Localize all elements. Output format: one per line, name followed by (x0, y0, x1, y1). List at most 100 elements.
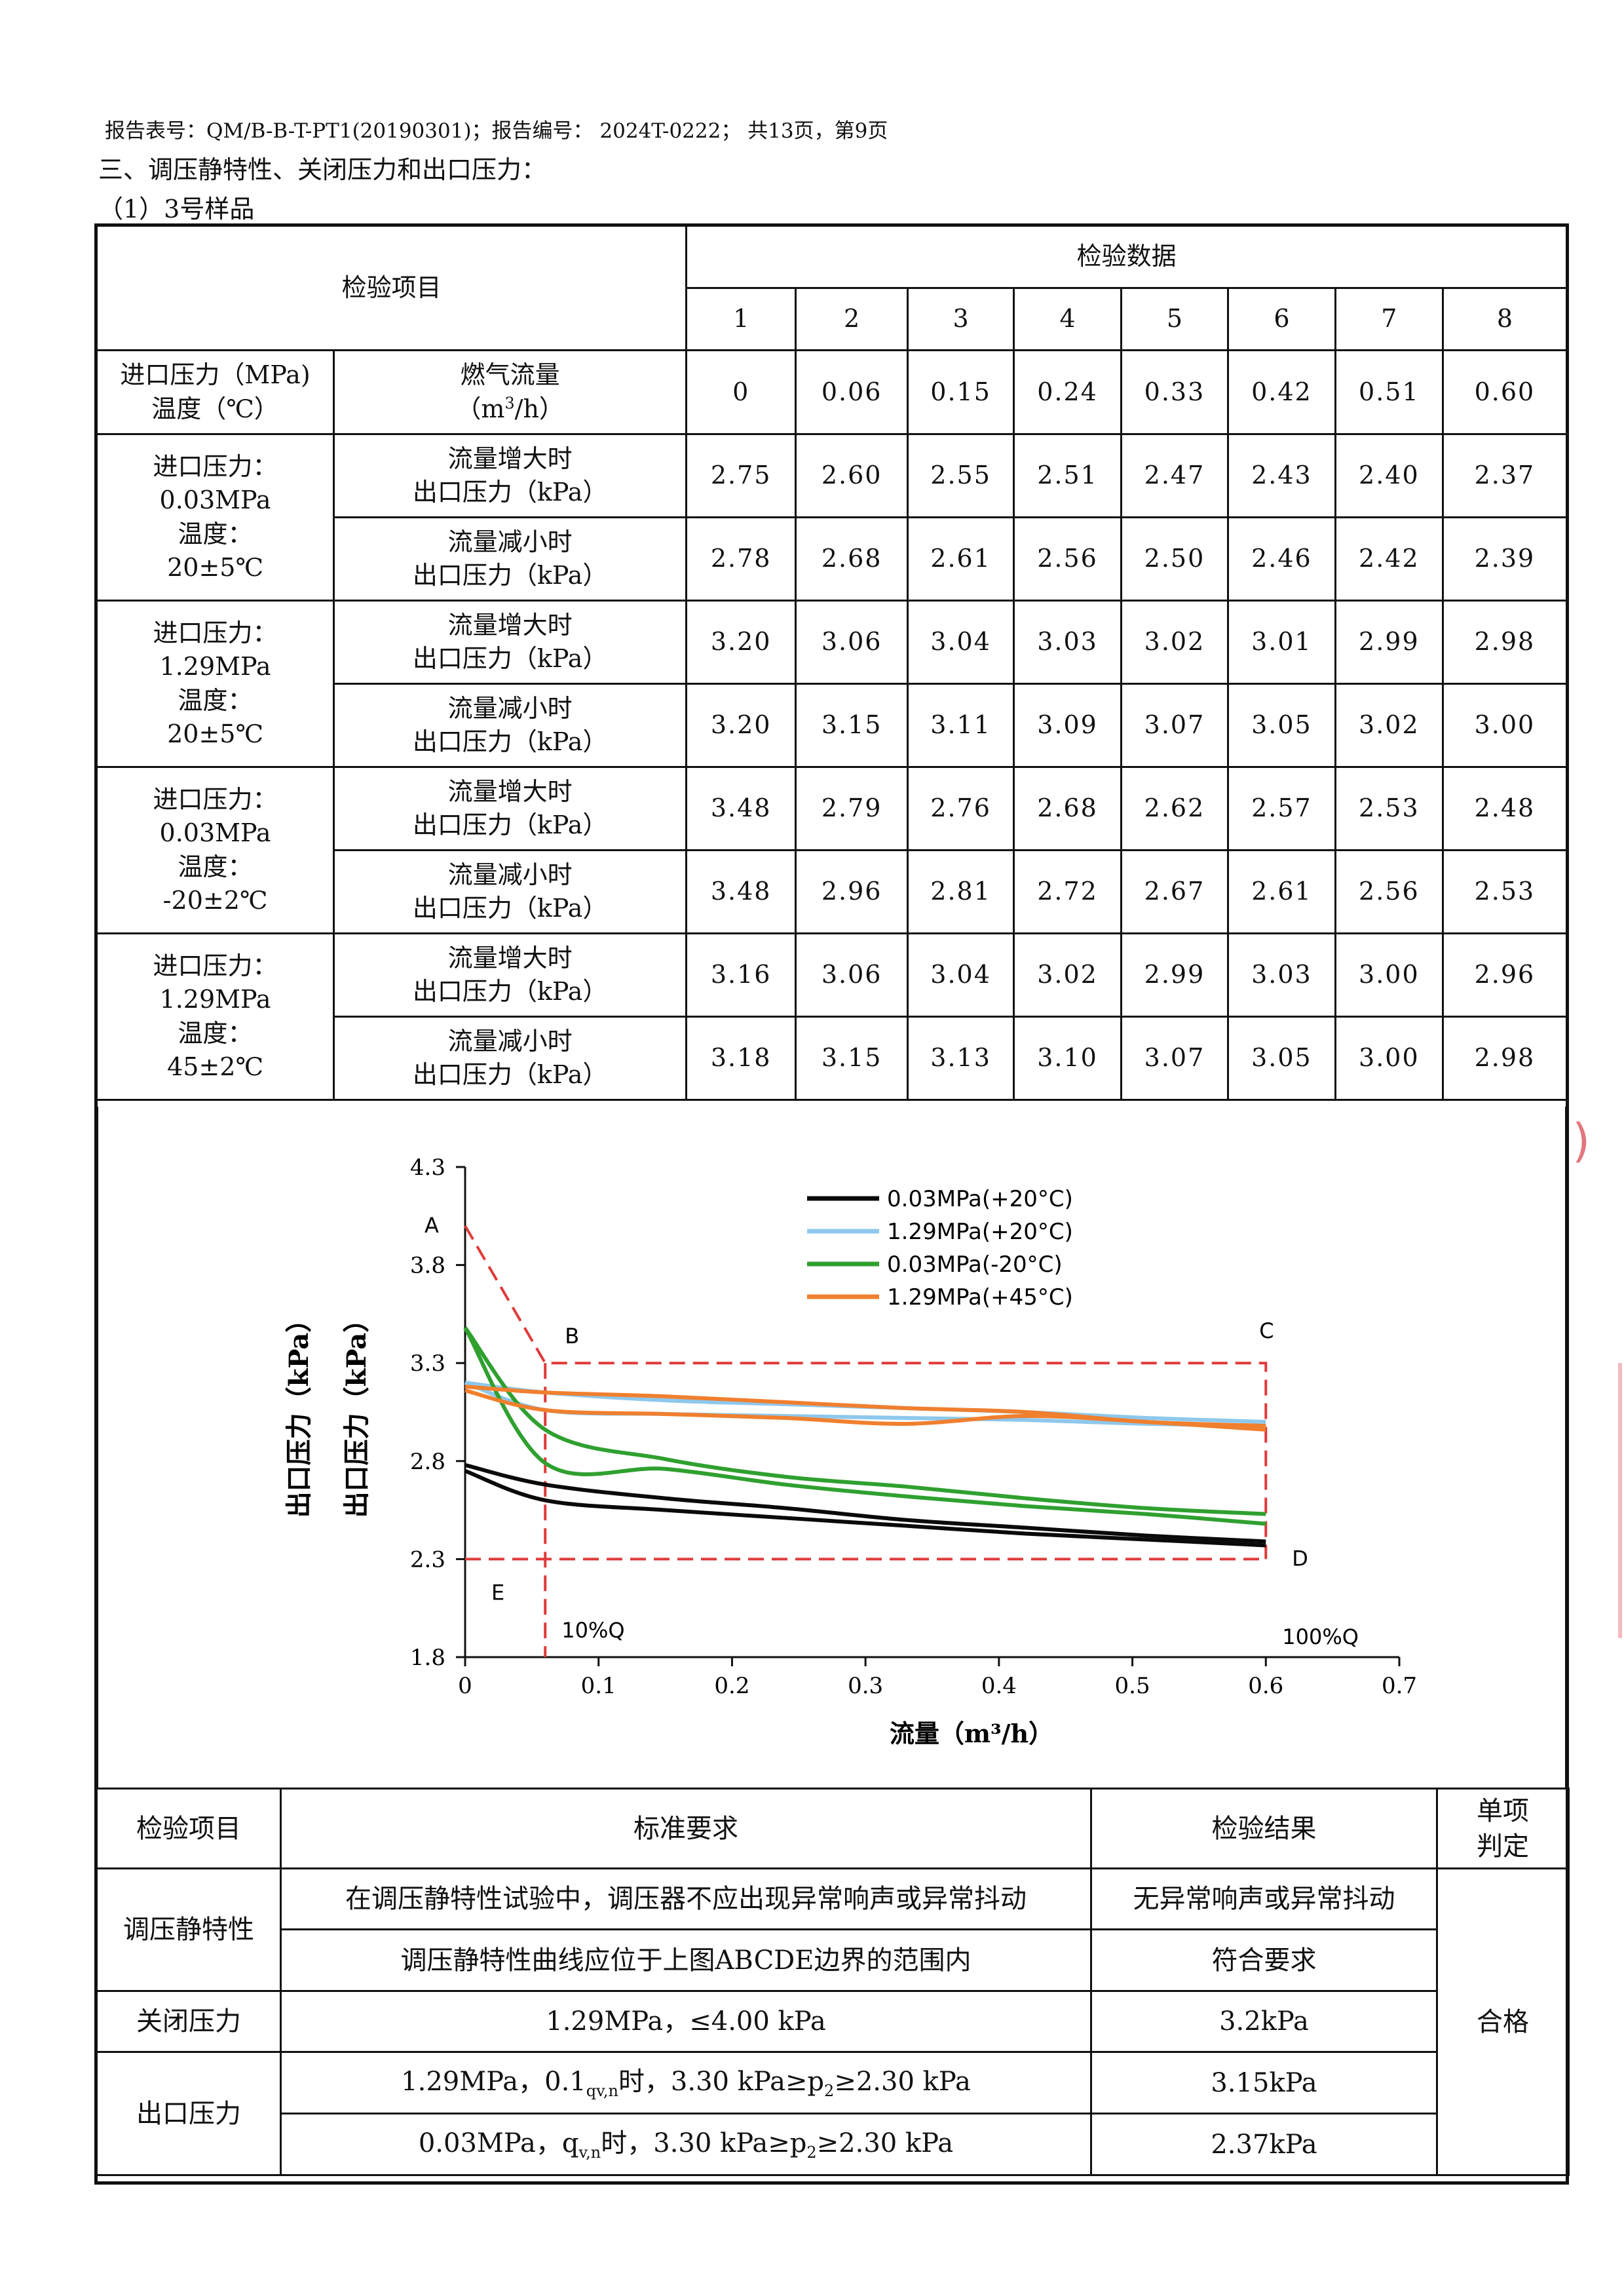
pressure-value: 2.99 (1120, 932, 1229, 1018)
res-result-header: 检验结果 (1090, 1788, 1438, 1869)
seal-mark-top: ) (1572, 1114, 1591, 1168)
req-no-noise: 在调压静特性试验中，调压器不应出现异常响声或异常抖动 (280, 1867, 1092, 1930)
item-lockup-pressure: 关闭压力 (96, 1990, 282, 2053)
series-0-increase-line (464, 1468, 1266, 1548)
boundary-point-C: C (1259, 1318, 1274, 1343)
y-axis-label-overprint: 出口压力（kPa） (341, 1307, 372, 1518)
pressure-value: 2.50 (1120, 516, 1229, 602)
boundary-abcd (464, 1225, 1268, 1559)
static-characteristic-chart: 1.8 2.3 2.8 3.3 3.8 4.3 0 0.1 0.2 0.3 0.4 0.5 0.6 0.7… (96, 1107, 1568, 1788)
data-row-dec: 流量减小时 出口压力（kPa） 3.20 3.15 3.11 3.09 3.07 3.05 3.… (97, 683, 1568, 768)
pressure-value: 2.42 (1334, 516, 1444, 602)
flow-row: 进口压力（MPa) 温度（℃） 燃气流量 （m3/h） 0 0.06 0.15 0.2… (95, 349, 1568, 435)
item-header: 检验项目 (95, 225, 688, 351)
chart-svg: 1.8 2.3 2.8 3.3 3.8 4.3 0 0.1 0.2 0.3 0.4 0.5 0.6 0.7… (284, 1155, 1417, 1748)
legend-label: 1.29MPa(+20°C) (887, 1219, 1073, 1245)
pressure-value: 2.72 (1013, 849, 1122, 934)
judgement-pass: 合格 (1436, 1867, 1570, 2176)
res-outlet-pressure-b: 2.37kPa (1090, 2113, 1438, 2176)
x-tick-label: 0.1 (581, 1673, 616, 1699)
col-number: 4 (1013, 287, 1122, 351)
flow-value: 0.06 (795, 349, 909, 435)
col-number: 3 (907, 287, 1015, 351)
pressure-value: 3.48 (685, 766, 797, 851)
pressure-value: 3.07 (1120, 683, 1229, 768)
condition-label: 进口压力： 1.29MPa 温度： 45±2℃ (95, 932, 335, 1101)
res-item-header: 检验项目 (96, 1788, 282, 1869)
pressure-value: 2.48 (1441, 766, 1568, 851)
data-row-dec: 流量减小时 出口压力（kPa） 3.48 2.96 2.81 2.72 2.67 2.61 2.… (97, 849, 1568, 934)
flow-decrease-label: 流量减小时 出口压力（kPa） (333, 683, 688, 768)
y-tick-label: 3.8 (410, 1253, 445, 1279)
pressure-value: 3.00 (1334, 932, 1444, 1018)
pressure-value: 2.96 (795, 849, 909, 934)
item-outlet-pressure: 出口压力 (96, 2051, 282, 2176)
pressure-value: 2.56 (1013, 516, 1122, 602)
report-number-line: 报告表号：QM/B-B-T-PT1(20190301)；报告编号： 2024T-… (105, 119, 888, 143)
req-outlet-pressure-b: 0.03MPa，qv,n时，3.30 kPa≥p2≥2.30 kPa (280, 2113, 1092, 2176)
pressure-value: 2.53 (1441, 849, 1568, 934)
pressure-value: 2.39 (1441, 516, 1568, 602)
pressure-value: 2.79 (795, 766, 909, 851)
pressure-value: 2.98 (1441, 600, 1568, 685)
y-tick-label: 2.8 (410, 1449, 445, 1475)
data-row-dec: 流量减小时 出口压力（kPa） 3.18 3.15 3.13 3.10 3.07 3.05 3.… (97, 1016, 1568, 1101)
pressure-value: 2.96 (1441, 932, 1568, 1018)
x-tick-label: 0.5 (1115, 1673, 1150, 1699)
y-tick-label: 4.3 (410, 1155, 445, 1181)
pressure-value: 2.67 (1120, 849, 1229, 934)
pressure-value: 2.61 (1226, 849, 1336, 934)
pressure-value: 2.51 (1013, 433, 1122, 518)
pressure-value: 3.13 (907, 1016, 1015, 1101)
condition-label: 进口压力： 0.03MPa 温度： -20±2℃ (95, 766, 335, 934)
pressure-value: 3.20 (685, 600, 797, 685)
pressure-value: 3.00 (1441, 683, 1568, 768)
req-outlet-pressure-a: 1.29MPa，0.1qv,n时，3.30 kPa≥p2≥2.30 kPa (280, 2051, 1092, 2114)
pressure-value: 3.10 (1013, 1016, 1122, 1101)
pressure-value: 2.46 (1226, 516, 1336, 602)
res-abcde-boundary: 符合要求 (1090, 1928, 1438, 1992)
pressure-value: 3.00 (1334, 1016, 1444, 1101)
section-title: 三、调压静特性、关闭压力和出口压力： (98, 155, 547, 184)
condition-label: 进口压力： 1.29MPa 温度： 20±5℃ (95, 600, 335, 768)
pressure-value: 2.37 (1441, 433, 1568, 518)
pressure-value: 3.48 (685, 849, 797, 934)
flow-increase-label: 流量增大时 出口压力（kPa） (333, 600, 688, 685)
res-lockup-pressure: 3.2kPa (1090, 1990, 1438, 2053)
res-judgement-header: 单项 判定 (1436, 1788, 1570, 1869)
x-tick-label: 0.2 (714, 1673, 749, 1699)
annotation-100q: 100%Q (1282, 1624, 1359, 1649)
boundary-point-A: A (425, 1213, 439, 1238)
res-no-noise: 无异常响声或异常抖动 (1090, 1867, 1438, 1930)
flow-value: 0.15 (907, 349, 1015, 435)
legend-label: 0.03MPa(-20°C) (887, 1252, 1063, 1278)
pressure-value: 3.02 (1334, 683, 1444, 768)
boundary-point-D: D (1292, 1546, 1308, 1571)
res-outlet-pressure-a: 3.15kPa (1090, 2051, 1438, 2114)
pressure-value: 3.05 (1226, 1016, 1336, 1101)
pressure-value: 3.05 (1226, 683, 1336, 768)
series-0-decrease-line (464, 1463, 1266, 1544)
series-2-increase-line (463, 1326, 1266, 1526)
data-row-inc: 进口压力： 1.29MPa 温度： 20±5℃ 流量增大时 出口压力（kPa） 3.20 3.… (95, 600, 1568, 768)
pressure-value: 2.60 (795, 433, 909, 518)
pressure-value: 3.06 (795, 932, 909, 1018)
legend-label: 0.03MPa(+20°C) (887, 1186, 1073, 1212)
flow-value: 0.33 (1120, 349, 1229, 435)
flow-value: 0.42 (1226, 349, 1336, 435)
flow-decrease-label: 流量减小时 出口压力（kPa） (333, 849, 688, 934)
y-tick-label: 3.3 (410, 1350, 445, 1377)
pressure-value: 2.81 (907, 849, 1015, 934)
flow-decrease-label: 流量减小时 出口压力（kPa） (333, 1016, 688, 1101)
x-tick-label: 0.3 (848, 1673, 883, 1699)
pressure-value: 3.09 (1013, 683, 1122, 768)
flow-value: 0.60 (1441, 349, 1568, 435)
pressure-value: 2.47 (1120, 433, 1229, 518)
pressure-value: 2.98 (1441, 1016, 1568, 1101)
data-header: 检验数据 (685, 225, 1568, 289)
boundary-point-E: E (491, 1580, 504, 1605)
pressure-value: 2.53 (1334, 766, 1444, 851)
results-table: 检验项目 标准要求 检验结果 单项 判定 调压静特性 在调压静特性试验中，调压器不… (96, 1788, 1570, 2176)
sample-title: （1）3号样品 (98, 195, 255, 223)
pressure-value: 3.01 (1226, 600, 1336, 685)
